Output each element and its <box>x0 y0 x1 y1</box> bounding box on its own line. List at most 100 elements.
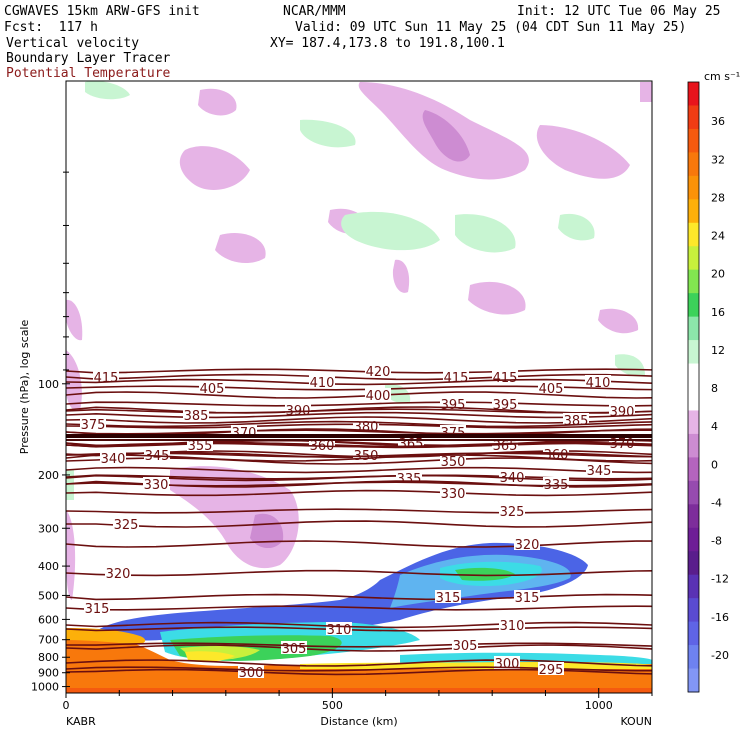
theta-label: 390 <box>610 405 635 420</box>
vv-pos-patch <box>341 211 440 251</box>
colorbar-label: 4 <box>711 420 718 433</box>
forecast-hour: Fcst: 117 h <box>4 20 98 35</box>
theta-label-bg <box>452 638 478 651</box>
colorbar-swatch <box>688 105 699 130</box>
colorbar-label: 0 <box>711 458 718 471</box>
x-tick-label: 0 <box>63 699 70 712</box>
theta-label-bg <box>199 381 225 394</box>
colorbar-label: 16 <box>711 306 725 319</box>
x-axis: 0 500 1000 <box>63 688 653 712</box>
colorbar-swatch <box>688 269 699 294</box>
theta-label: 340 <box>101 452 126 467</box>
theta-label: 325 <box>500 505 525 520</box>
colorbar-swatch <box>688 246 699 271</box>
y-tick-label: 200 <box>38 469 59 482</box>
colorbar-swatch <box>688 387 699 411</box>
org-label: NCAR/MMM <box>283 4 346 19</box>
theta-label-bg <box>326 622 352 635</box>
theta-label: 325 <box>114 518 139 533</box>
theta-label-bg <box>113 517 139 530</box>
y-tick-label: 100 <box>38 378 59 391</box>
colorbar-swatch <box>688 340 699 365</box>
theta-label: 405 <box>200 382 225 397</box>
colorbar-swatch <box>688 504 699 529</box>
theta-label: 330 <box>144 478 169 493</box>
vv-neg-patch <box>66 299 83 341</box>
colorbar-swatch <box>688 551 699 576</box>
field-vertical-velocity: Vertical velocity <box>6 36 140 51</box>
colorbar-swatch <box>688 574 699 599</box>
colorbar-swatch <box>688 128 699 153</box>
y-tick-label: 900 <box>38 667 59 680</box>
colorbar-swatch <box>688 410 699 435</box>
theta-label: 295 <box>539 663 564 678</box>
theta-label-bg <box>285 403 311 416</box>
theta-label: 345 <box>587 464 612 479</box>
theta-label-bg <box>499 618 525 631</box>
theta-label: 315 <box>515 591 540 606</box>
colorbar-label: 28 <box>711 191 725 204</box>
theta-line <box>66 442 652 448</box>
vv-pos-patch <box>300 119 356 148</box>
theta-label-bg <box>93 370 119 383</box>
theta-label-bg <box>440 454 466 467</box>
theta-label-bg <box>435 590 461 603</box>
field-potential-temperature: Potential Temperature <box>6 66 171 81</box>
theta-label-bg <box>563 413 589 426</box>
theta-label-bg <box>514 590 540 603</box>
colorbar-swatch <box>688 152 699 177</box>
theta-label: 305 <box>453 639 478 654</box>
theta-label-bg <box>187 438 213 451</box>
theta-label-bg <box>281 641 307 654</box>
vv-pos-patch <box>455 214 516 253</box>
colorbar-swatch <box>688 222 699 247</box>
colorbar-label: -8 <box>711 535 722 548</box>
theta-label: 320 <box>515 538 540 553</box>
theta-line <box>66 605 652 611</box>
colorbar-label: 36 <box>711 115 725 128</box>
colorbar-swatch <box>688 457 699 482</box>
theta-label: 320 <box>106 567 131 582</box>
theta-label: 410 <box>310 376 335 391</box>
theta-line <box>66 520 652 528</box>
vv-neg-topright <box>640 82 652 102</box>
theta-label: 300 <box>239 666 264 681</box>
colorbar-label: -12 <box>711 573 729 586</box>
colorbar-swatch <box>688 645 699 670</box>
theta-label-bg <box>499 504 525 517</box>
theta-line <box>66 420 652 428</box>
valid-time: Valid: 09 UTC Sun 11 May 25 (04 CDT Sun … <box>295 20 687 35</box>
left-station: KABR <box>66 715 96 728</box>
vv-neg-core <box>422 110 470 162</box>
y-tick-label: 800 <box>38 651 59 664</box>
cross-section-xy: XY= 187.4,173.8 to 191.8,100.1 <box>270 36 505 51</box>
theta-label-bg <box>538 662 564 675</box>
y-tick-label: 300 <box>38 522 59 535</box>
colorbar-label: -16 <box>711 611 729 624</box>
theta-line <box>66 401 652 407</box>
theta-label-bg <box>586 463 612 476</box>
y-tick-label: 500 <box>38 589 59 602</box>
blt-lower-yellow <box>185 651 235 663</box>
theta-line <box>66 666 652 672</box>
blt-green <box>455 567 515 581</box>
vv-neg-patch <box>536 125 630 179</box>
theta-label: 405 <box>539 382 564 397</box>
theta-label-bg <box>538 381 564 394</box>
colorbar-swatch <box>688 199 699 224</box>
y-tick-label: 1000 <box>31 681 59 694</box>
vv-pos-patch <box>558 213 595 241</box>
colorbar-swatch <box>688 621 699 646</box>
theta-line <box>66 373 652 381</box>
theta-line <box>66 508 652 514</box>
theta-label-bg <box>309 375 335 388</box>
theta-label: 335 <box>397 472 422 487</box>
theta-label-bg <box>492 397 518 410</box>
theta-label-bg <box>585 375 611 388</box>
colorbar-label: 20 <box>711 268 725 281</box>
vv-neg-patch <box>66 510 76 600</box>
vv-neg-patch <box>468 281 526 315</box>
theta-label-bg <box>514 537 540 550</box>
colorbar-swatch <box>688 175 699 200</box>
